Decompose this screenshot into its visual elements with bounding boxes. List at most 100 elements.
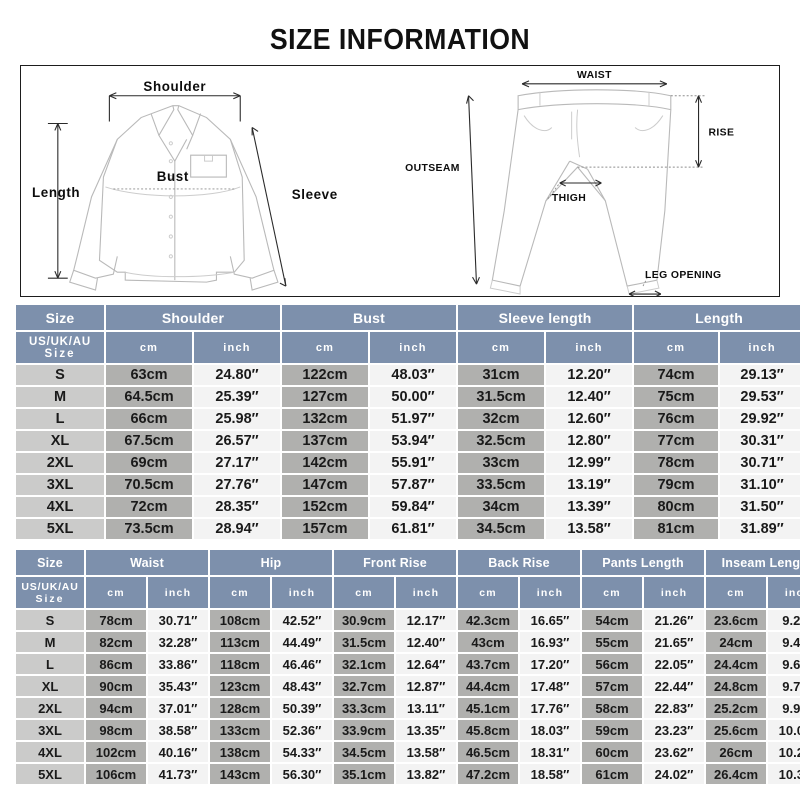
top-cell-inch: 29.92″ xyxy=(720,409,800,429)
bottom-header-front-rise: Front Rise xyxy=(334,550,456,575)
bottom-cell-inch: 48.43″ xyxy=(272,676,332,696)
bottom-cell-cm: 143cm xyxy=(210,764,270,784)
bottom-cell-inch: 16.93″ xyxy=(520,632,580,652)
top-subheader-sleeve-cm: cm xyxy=(458,332,545,363)
top-table-body: S 63cm 24.80″ 122cm 48.03″ 31cm 12.20″ 74cm 29.1… xyxy=(16,365,800,539)
bottom-cell-cm: 25.2cm xyxy=(706,698,767,718)
subheader-line-2: Size xyxy=(44,347,76,360)
shoulder-label: Shoulder xyxy=(143,79,206,94)
bottom-cell-inch: 44.49″ xyxy=(272,632,332,652)
top-cell-cm: 70.5cm xyxy=(106,475,192,495)
top-cell-cm: 78cm xyxy=(634,453,719,473)
bottom-cell-cm: 94cm xyxy=(86,698,146,718)
bottom-row-size: 2XL xyxy=(16,698,84,718)
top-cell-inch: 31.50″ xyxy=(720,497,800,517)
table-row: L 86cm 33.86″ 118cm 46.46″ 32.1cm 12.64″ 43.7cm… xyxy=(16,654,800,674)
bottom-cell-inch: 38.58″ xyxy=(148,720,208,740)
top-cell-cm: 34cm xyxy=(458,497,545,517)
top-header-sleeve-length: Sleeve length xyxy=(458,305,633,330)
bust-label: Bust xyxy=(157,169,189,184)
bottom-row-size: M xyxy=(16,632,84,652)
table-row: 2XL 69cm 27.17″ 142cm 55.91″ 33cm 12.99″ 78cm 30… xyxy=(16,453,800,473)
top-cell-cm: 66cm xyxy=(106,409,192,429)
bottom-cell-inch: 17.76″ xyxy=(520,698,580,718)
top-cell-cm: 142cm xyxy=(282,453,368,473)
bottom-subheader-pants-length-cm: cm xyxy=(582,577,642,608)
bottom-cell-inch: 46.46″ xyxy=(272,654,332,674)
bottom-cell-cm: 90cm xyxy=(86,676,146,696)
bottom-cell-cm: 56cm xyxy=(582,654,642,674)
bottom-cell-inch: 17.20″ xyxy=(520,654,580,674)
top-cell-cm: 157cm xyxy=(282,519,368,539)
top-cell-cm: 76cm xyxy=(634,409,719,429)
top-cell-inch: 12.60″ xyxy=(546,409,633,429)
bottom-cell-inch: 13.82″ xyxy=(396,764,456,784)
top-cell-cm: 152cm xyxy=(282,497,368,517)
bottom-cell-cm: 118cm xyxy=(210,654,270,674)
subheader-line-1: US/UK/AU xyxy=(21,580,79,593)
top-header-length: Length xyxy=(634,305,800,330)
bottom-cell-cm: 30.9cm xyxy=(334,610,394,630)
top-cell-inch: 13.39″ xyxy=(546,497,633,517)
top-subheader-bust-inch: inch xyxy=(370,332,457,363)
bottom-cell-inch: 23.62″ xyxy=(644,742,705,762)
bottom-cell-inch: 54.33″ xyxy=(272,742,332,762)
bottom-cell-cm: 61cm xyxy=(582,764,642,784)
bottom-cell-cm: 26.4cm xyxy=(706,764,767,784)
top-cell-inch: 13.58″ xyxy=(546,519,633,539)
top-table-head: Size Shoulder Bust Sleeve length Length … xyxy=(16,305,800,363)
bottom-cell-cm: 42.3cm xyxy=(458,610,518,630)
table-row: 3XL 70.5cm 27.76″ 147cm 57.87″ 33.5cm 13.19″ 79… xyxy=(16,475,800,495)
sleeve-label: Sleeve xyxy=(292,187,338,202)
top-cell-inch: 31.10″ xyxy=(720,475,800,495)
bottom-cell-cm: 133cm xyxy=(210,720,270,740)
top-cell-inch: 55.91″ xyxy=(370,453,457,473)
bottom-cell-inch: 17.48″ xyxy=(520,676,580,696)
bottom-cell-cm: 57cm xyxy=(582,676,642,696)
bottom-cell-inch: 37.01″ xyxy=(148,698,208,718)
measurement-diagram-panel: Shoulder Length Bust xyxy=(20,65,780,297)
top-cell-inch: 12.99″ xyxy=(546,453,633,473)
bottom-cell-cm: 46.5cm xyxy=(458,742,518,762)
length-label: Length xyxy=(32,185,80,200)
top-cell-inch: 50.00″ xyxy=(370,387,457,407)
top-cell-cm: 127cm xyxy=(282,387,368,407)
bottom-row-size: 3XL xyxy=(16,720,84,740)
top-subheader-shoulder-cm: cm xyxy=(106,332,192,363)
top-cell-inch: 25.98″ xyxy=(194,409,280,429)
bottom-subheader-inseam-cm: cm xyxy=(706,577,767,608)
length-dimension-arrow xyxy=(47,122,68,279)
bottom-cell-cm: 138cm xyxy=(210,742,270,762)
bottom-cell-inch: 10.24″ xyxy=(768,742,800,762)
top-header-size: Size xyxy=(16,305,104,330)
top-cell-inch: 31.89″ xyxy=(720,519,800,539)
bottom-subheader-pants-length-inch: inch xyxy=(644,577,705,608)
bottom-subheader-waist-inch: inch xyxy=(148,577,208,608)
bottom-cell-inch: 23.23″ xyxy=(644,720,705,740)
top-row-size: XL xyxy=(16,431,104,451)
top-table-group-header-row: Size Shoulder Bust Sleeve length Length xyxy=(16,305,800,330)
bottom-cell-cm: 128cm xyxy=(210,698,270,718)
bottom-cell-cm: 45.1cm xyxy=(458,698,518,718)
table-row: XL 90cm 35.43″ 123cm 48.43″ 32.7cm 12.87″ 44.4c… xyxy=(16,676,800,696)
top-cell-inch: 13.19″ xyxy=(546,475,633,495)
bottom-cell-inch: 18.03″ xyxy=(520,720,580,740)
rise-label: RISE xyxy=(708,127,734,138)
top-cell-cm: 64.5cm xyxy=(106,387,192,407)
table-row: 5XL 106cm 41.73″ 143cm 56.30″ 35.1cm 13.82″ 47.… xyxy=(16,764,800,784)
bottom-table-group-header-row: Size Waist Hip Front Rise Back Rise Pant… xyxy=(16,550,800,575)
thigh-label: THIGH xyxy=(552,193,586,204)
bottom-header-back-rise: Back Rise xyxy=(458,550,580,575)
bottom-subheader-back-rise-inch: inch xyxy=(520,577,580,608)
bottom-subheader-hip-inch: inch xyxy=(272,577,332,608)
bottom-cell-inch: 12.87″ xyxy=(396,676,456,696)
top-header-shoulder: Shoulder xyxy=(106,305,280,330)
top-row-size: 3XL xyxy=(16,475,104,495)
bottom-cell-cm: 54cm xyxy=(582,610,642,630)
top-cell-cm: 79cm xyxy=(634,475,719,495)
bottom-header-hip: Hip xyxy=(210,550,332,575)
pants-diagram: WAIST RISE OUTSEAM xyxy=(400,66,779,296)
bottom-cell-inch: 32.28″ xyxy=(148,632,208,652)
sleeve-dimension-arrow xyxy=(251,127,287,287)
top-subheader-length-inch: inch xyxy=(720,332,800,363)
